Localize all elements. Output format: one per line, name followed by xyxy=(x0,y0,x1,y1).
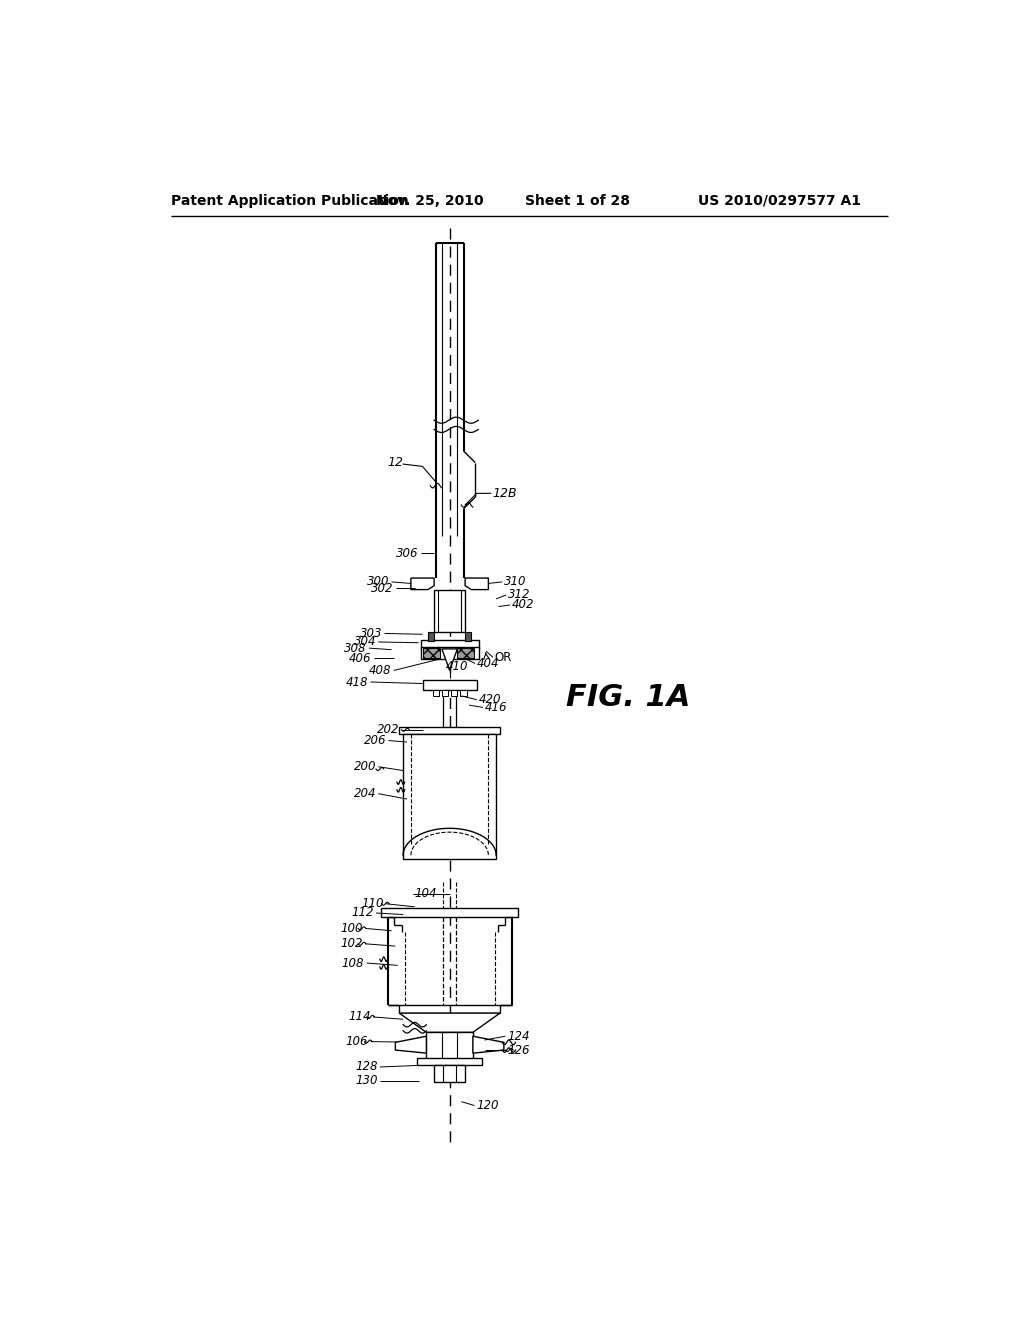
Text: Patent Application Publication: Patent Application Publication xyxy=(171,194,409,207)
Text: 408: 408 xyxy=(369,664,391,677)
Bar xyxy=(423,648,439,659)
Bar xyxy=(434,590,465,632)
Bar xyxy=(421,647,479,659)
Text: 306: 306 xyxy=(396,546,419,560)
Text: 100: 100 xyxy=(340,921,362,935)
Text: 202: 202 xyxy=(377,723,399,737)
Text: 104: 104 xyxy=(415,887,437,900)
Bar xyxy=(434,1065,465,1082)
Text: 402: 402 xyxy=(512,598,535,611)
Text: 308: 308 xyxy=(344,642,367,655)
Text: 126: 126 xyxy=(508,1044,530,1056)
Text: 418: 418 xyxy=(346,676,369,689)
Polygon shape xyxy=(442,649,458,671)
Polygon shape xyxy=(399,1014,500,1032)
Bar xyxy=(399,726,500,734)
Text: 204: 204 xyxy=(353,787,376,800)
Bar xyxy=(421,640,479,649)
Text: Sheet 1 of 28: Sheet 1 of 28 xyxy=(525,194,630,207)
Text: 112: 112 xyxy=(351,907,374,920)
Text: 206: 206 xyxy=(364,734,386,747)
Text: US 2010/0297577 A1: US 2010/0297577 A1 xyxy=(697,194,860,207)
Text: Nov. 25, 2010: Nov. 25, 2010 xyxy=(377,194,484,207)
Text: 108: 108 xyxy=(342,957,365,970)
Bar xyxy=(417,1057,482,1065)
Text: 124: 124 xyxy=(508,1030,530,1043)
Text: 114: 114 xyxy=(348,1010,371,1023)
Bar xyxy=(432,689,438,696)
Polygon shape xyxy=(411,578,434,590)
Text: 416: 416 xyxy=(484,701,507,714)
Text: 406: 406 xyxy=(349,652,372,665)
Text: 302: 302 xyxy=(371,582,393,594)
Bar xyxy=(423,681,477,689)
Bar xyxy=(426,1032,473,1059)
Text: 200: 200 xyxy=(353,760,376,774)
Text: 420: 420 xyxy=(478,693,501,706)
Text: OR: OR xyxy=(495,651,512,664)
Polygon shape xyxy=(473,1036,504,1053)
Text: 310: 310 xyxy=(504,576,526,589)
Bar xyxy=(442,689,449,696)
Text: FIG. 1A: FIG. 1A xyxy=(565,682,690,711)
Text: 303: 303 xyxy=(359,627,382,640)
Bar xyxy=(428,632,434,642)
Text: 312: 312 xyxy=(508,589,530,602)
Bar xyxy=(461,689,467,696)
Bar xyxy=(458,648,474,659)
Bar xyxy=(403,734,496,859)
Text: 300: 300 xyxy=(367,576,389,589)
Text: 404: 404 xyxy=(477,657,500,671)
Polygon shape xyxy=(395,1036,426,1053)
Text: 106: 106 xyxy=(346,1035,369,1048)
Text: 12B: 12B xyxy=(493,487,517,500)
Text: 128: 128 xyxy=(355,1060,378,1073)
Text: 120: 120 xyxy=(477,1100,500,1111)
Bar xyxy=(465,632,471,642)
Text: 130: 130 xyxy=(355,1074,378,1088)
Text: 110: 110 xyxy=(361,898,384,911)
Polygon shape xyxy=(465,578,488,590)
Text: 304: 304 xyxy=(353,635,376,648)
Text: 12: 12 xyxy=(387,455,403,469)
Bar xyxy=(452,689,458,696)
Text: 410: 410 xyxy=(446,660,469,673)
Bar xyxy=(381,908,518,917)
Text: 102: 102 xyxy=(340,937,362,950)
